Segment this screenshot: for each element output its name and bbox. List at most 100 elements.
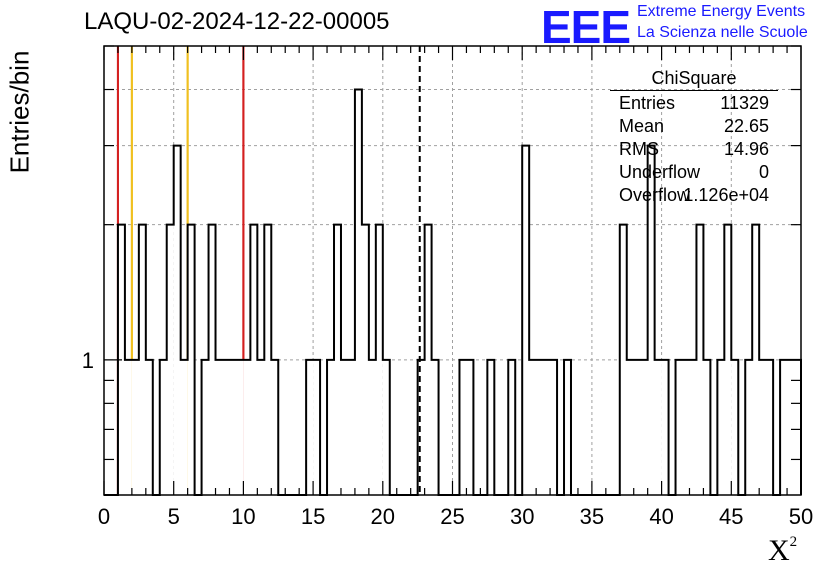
- histogram-bar: [787, 359, 795, 495]
- histogram-bar: [529, 359, 537, 495]
- x-axis-label-sup: 2: [789, 534, 798, 550]
- histogram-bar: [745, 359, 753, 495]
- x-tick-label: 25: [440, 504, 464, 529]
- axis-ticks: 0 5 10 15 20 25 30 35 40 45 50 1: [82, 45, 813, 529]
- histogram-bar: [208, 224, 216, 496]
- histogram-bar: [508, 359, 516, 495]
- x-tick-label: 15: [301, 504, 325, 529]
- stat-label: Overflow: [619, 185, 691, 205]
- histogram-bar: [536, 359, 544, 495]
- y-axis-label: Entries/bin: [4, 50, 35, 174]
- stat-value: 0: [758, 162, 769, 182]
- histogram-bar: [354, 89, 362, 495]
- histogram-bar: [340, 359, 348, 495]
- histogram-bar: [431, 359, 439, 495]
- histogram-bar: [543, 359, 551, 495]
- y-tick-label: 1: [82, 348, 94, 373]
- x-tick-label: 30: [510, 504, 534, 529]
- stat-value: 11329: [720, 93, 769, 113]
- histogram-bar: [780, 359, 788, 495]
- x-tick-label: 40: [649, 504, 673, 529]
- logo-subtitle-2: La Scienza nelle Scuole: [637, 24, 808, 41]
- histogram-bar: [131, 359, 139, 495]
- x-tick-label: 35: [580, 504, 604, 529]
- histogram-bar: [731, 359, 739, 495]
- histogram-bar: [759, 359, 767, 495]
- histogram-bar: [382, 359, 390, 495]
- histogram-bar: [368, 359, 376, 495]
- histogram-bar: [640, 359, 648, 495]
- histogram-bar: [243, 359, 251, 495]
- histogram-bar: [522, 145, 530, 495]
- stats-divider: [610, 90, 778, 91]
- histogram-bar: [361, 224, 369, 496]
- histogram-bar: [145, 359, 153, 495]
- histogram-bar: [347, 359, 355, 495]
- stat-label: Mean: [619, 116, 665, 136]
- histogram-bar: [264, 224, 272, 496]
- eee-logo: EEE: [541, 1, 631, 53]
- histogram-bar: [229, 359, 237, 495]
- x-tick-label: 50: [789, 504, 813, 529]
- histogram-bar: [173, 145, 181, 495]
- histogram-bar: [689, 359, 697, 495]
- histogram-bar: [675, 359, 683, 495]
- histogram-bar: [138, 224, 146, 496]
- histogram-bar: [794, 359, 801, 495]
- histogram-bar: [187, 224, 195, 496]
- histogram-bar: [633, 359, 641, 495]
- stat-label: Entries: [619, 93, 676, 113]
- stat-label: Underflow: [619, 162, 701, 182]
- histogram-bar: [271, 359, 279, 495]
- histogram-bar: [327, 359, 335, 495]
- histogram-bar: [166, 224, 174, 496]
- histogram-bar: [257, 359, 265, 495]
- histogram-bar: [654, 359, 662, 495]
- histogram-bar: [124, 359, 132, 495]
- x-tick-label: 0: [98, 504, 110, 529]
- histogram-bar: [661, 359, 669, 495]
- logo-subtitle-1: Extreme Energy Events: [637, 3, 806, 20]
- stats-title: ChiSquare: [651, 68, 737, 88]
- histogram-bar: [647, 145, 655, 495]
- histogram-bar: [250, 224, 258, 496]
- histogram-bar: [201, 359, 209, 495]
- histogram-bar: [424, 224, 432, 496]
- x-axis-label-base: X: [768, 534, 790, 567]
- x-tick-label: 45: [719, 504, 743, 529]
- histogram-bar: [626, 359, 634, 495]
- histogram-bar: [682, 359, 690, 495]
- histogram: [104, 46, 802, 496]
- histogram-bar: [215, 359, 223, 495]
- histogram-bar: [724, 224, 732, 496]
- histogram-bar: [334, 224, 341, 496]
- histogram-bar: [375, 224, 383, 496]
- histogram-bar: [222, 359, 230, 495]
- histogram-bar: [696, 224, 704, 496]
- histogram-bar: [180, 359, 188, 495]
- x-tick-label: 10: [231, 504, 255, 529]
- histogram-bar: [752, 224, 760, 496]
- histogram-bar: [313, 359, 321, 495]
- histogram-bar: [564, 359, 571, 495]
- histogram-bar: [717, 359, 725, 495]
- histogram-bar: [306, 359, 314, 495]
- histogram-bar: [466, 359, 474, 495]
- histogram-bar: [619, 224, 627, 496]
- stat-label: RMS: [619, 139, 659, 159]
- chart-title: LAQU-02-2024-12-22-00005: [84, 8, 390, 35]
- histogram-bar: [417, 359, 425, 495]
- x-tick-label: 20: [371, 504, 395, 529]
- stat-value: 22.65: [723, 116, 769, 136]
- stats-box: ChiSquare Entries 11329 Mean 22.65 RMS 14.9…: [610, 66, 778, 206]
- histogram-bar: [487, 359, 495, 495]
- histogram-bar: [236, 359, 244, 495]
- histogram-bar: [459, 359, 467, 495]
- histogram-bar: [766, 359, 774, 495]
- histogram-bar: [703, 359, 711, 495]
- histogram-bar: [550, 359, 558, 495]
- x-axis-label: X2: [768, 534, 797, 568]
- x-tick-label: 5: [168, 504, 180, 529]
- stat-value: 1.126e+04: [683, 185, 769, 205]
